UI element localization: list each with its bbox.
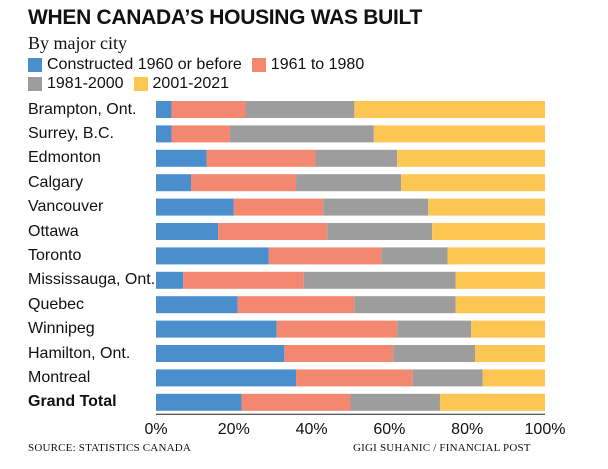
category-label-winnipeg: Winnipeg — [28, 320, 95, 338]
legend-label-1960-or-before: Constructed 1960 or before — [47, 56, 242, 73]
bar-vancouver-1961-to-1980 — [233, 198, 324, 216]
bar-brampton-ont-1981-2000 — [245, 101, 355, 118]
bar-ottawa-2001-2021 — [432, 223, 545, 240]
bar-grand-total-1961-to-1980 — [241, 393, 351, 411]
legend-label-1981-2000: 1981-2000 — [47, 75, 124, 92]
bar-toronto-1961-to-1980 — [268, 247, 382, 265]
source-note: SOURCE: STATISTICS CANADA — [28, 442, 192, 454]
bar-surrey-b-c-2001-2021 — [373, 125, 545, 143]
legend-swatch-1981-2000 — [28, 77, 42, 91]
legend-label-1961-to-1980: 1961 to 1980 — [270, 56, 365, 73]
bar-winnipeg-2001-2021 — [471, 320, 545, 338]
bar-winnipeg-constructed-1960-or-before — [156, 320, 277, 338]
bar-vancouver-1981-2000 — [323, 198, 429, 216]
bar-calgary-2001-2021 — [401, 174, 545, 192]
bar-hamilton-ont-1961-to-1980 — [284, 345, 394, 362]
category-label-vancouver: Vancouver — [28, 198, 104, 216]
bar-grand-total-1981-2000 — [350, 393, 440, 411]
bar-montreal-1961-to-1980 — [296, 369, 413, 387]
legend-item-1961-to-1980: 1961 to 1980 — [251, 56, 365, 74]
legend-row-1: Constructed 1960 or before 1961 to 1980 — [28, 56, 374, 74]
bar-winnipeg-1981-2000 — [397, 320, 472, 338]
bar-edmonton-1981-2000 — [315, 149, 398, 167]
x-tick-label-20: 20% — [218, 421, 250, 438]
bar-hamilton-ont-constructed-1960-or-before — [156, 345, 285, 362]
x-tick-label-80: 80% — [451, 421, 483, 438]
legend-item-1960-or-before: Constructed 1960 or before — [28, 56, 242, 74]
bar-surrey-b-c-1961-to-1980 — [171, 125, 230, 143]
bar-hamilton-ont-2001-2021 — [474, 345, 545, 362]
legend-row-2: 1981-2000 2001-2021 — [28, 75, 239, 93]
credit-note: GIGI SUHANIC / FINANCIAL POST — [353, 442, 531, 454]
bar-quebec-constructed-1960-or-before — [156, 296, 238, 314]
bar-vancouver-constructed-1960-or-before — [156, 198, 234, 216]
bar-vancouver-2001-2021 — [428, 198, 545, 216]
category-label-brampton-ont: Brampton, Ont. — [28, 100, 137, 118]
x-tick-label-100: 100% — [525, 421, 566, 438]
bar-brampton-ont-1961-to-1980 — [171, 101, 246, 118]
category-label-hamilton-ont: Hamilton, Ont. — [28, 344, 131, 362]
bar-grand-total-constructed-1960-or-before — [156, 393, 242, 411]
bar-toronto-2001-2021 — [447, 247, 545, 265]
bar-ottawa-1981-2000 — [327, 223, 433, 240]
x-tick-label-0: 0% — [144, 421, 167, 438]
bar-montreal-constructed-1960-or-before — [156, 369, 297, 387]
category-label-edmonton: Edmonton — [28, 149, 101, 167]
bar-quebec-1981-2000 — [354, 296, 456, 314]
bar-brampton-ont-2001-2021 — [354, 101, 545, 118]
legend-label-2001-2021: 2001-2021 — [152, 75, 230, 92]
bar-quebec-1961-to-1980 — [237, 296, 355, 314]
bar-surrey-b-c-1981-2000 — [229, 125, 374, 143]
category-label-toronto: Toronto — [28, 246, 82, 264]
category-label-ottawa: Ottawa — [28, 222, 79, 240]
bar-edmonton-constructed-1960-or-before — [156, 149, 207, 167]
bar-winnipeg-1961-to-1980 — [276, 320, 398, 338]
bar-brampton-ont-constructed-1960-or-before — [156, 101, 172, 118]
bar-edmonton-1961-to-1980 — [206, 149, 316, 167]
category-label-calgary: Calgary — [28, 173, 84, 191]
bar-calgary-constructed-1960-or-before — [156, 174, 192, 192]
chart-subtitle: By major city — [28, 33, 127, 53]
bar-edmonton-2001-2021 — [397, 149, 545, 167]
bar-calgary-1961-to-1980 — [191, 174, 297, 192]
bar-quebec-2001-2021 — [455, 296, 545, 314]
bar-calgary-1981-2000 — [296, 174, 402, 192]
category-label-grand-total: Grand Total — [28, 393, 117, 411]
chart-title: WHEN CANADA’S HOUSING WAS BUILT — [28, 6, 422, 29]
bar-mississauga-ont-constructed-1960-or-before — [156, 271, 184, 289]
bar-hamilton-ont-1981-2000 — [393, 345, 475, 362]
x-tick-label-40: 40% — [296, 421, 328, 438]
legend-swatch-2001-2021 — [133, 77, 148, 91]
bar-toronto-1981-2000 — [381, 247, 448, 265]
category-label-montreal: Montreal — [28, 368, 91, 386]
bar-toronto-constructed-1960-or-before — [156, 247, 269, 265]
legend-item-2001-2021: 2001-2021 — [133, 75, 230, 93]
bar-surrey-b-c-constructed-1960-or-before — [156, 125, 172, 143]
bar-mississauga-ont-2001-2021 — [455, 271, 545, 289]
bar-mississauga-ont-1981-2000 — [303, 271, 456, 289]
bar-ottawa-1961-to-1980 — [218, 223, 328, 240]
bar-ottawa-constructed-1960-or-before — [156, 223, 219, 240]
legend-swatch-1960-or-before — [28, 58, 42, 72]
legend-item-1981-2000: 1981-2000 — [28, 75, 124, 93]
x-tick-label-60: 60% — [373, 421, 405, 438]
category-label-mississauga-ont: Mississauga, Ont. — [28, 271, 156, 289]
bar-mississauga-ont-1961-to-1980 — [183, 271, 304, 289]
category-label-surrey-b-c: Surrey, B.C. — [28, 124, 114, 142]
legend-swatch-1961-to-1980 — [251, 58, 266, 72]
bar-montreal-1981-2000 — [412, 369, 483, 387]
category-label-quebec: Quebec — [28, 295, 85, 313]
bar-montreal-2001-2021 — [482, 369, 545, 387]
bar-grand-total-2001-2021 — [439, 393, 545, 411]
